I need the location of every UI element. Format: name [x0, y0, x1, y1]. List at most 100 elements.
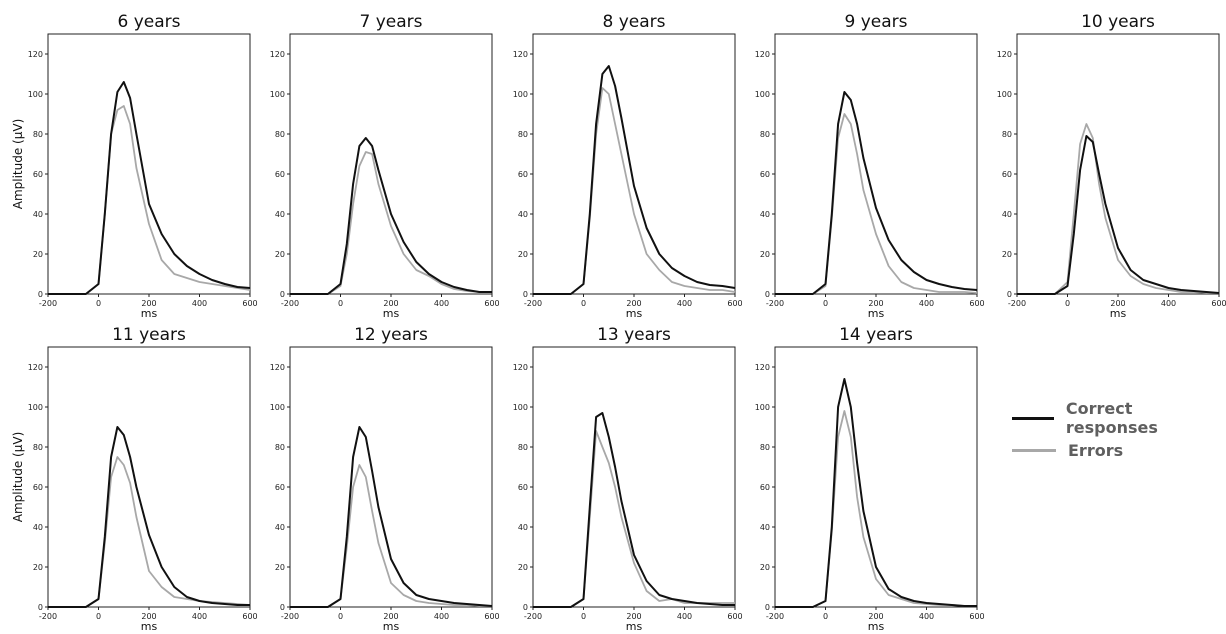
x-tick-label: 0	[1065, 299, 1070, 308]
series-line-errors	[1017, 123, 1219, 295]
y-tick-label: 40	[760, 210, 770, 219]
y-axis-label: Amplitude (μV)	[11, 119, 25, 210]
y-tick-label: 120	[28, 50, 43, 59]
y-tick-label: 20	[33, 250, 43, 259]
x-tick-label: 0	[581, 612, 586, 621]
x-tick-label: 200	[383, 612, 398, 621]
y-tick-label: 100	[513, 90, 528, 99]
x-tick-label: 400	[192, 612, 207, 621]
y-tick-label: 20	[1002, 250, 1012, 259]
series-line-errors	[533, 87, 736, 295]
y-tick-label: 120	[997, 50, 1012, 59]
panel-title: 10 years	[1081, 12, 1155, 32]
y-tick-label: 60	[760, 170, 770, 179]
x-tick-label: 200	[141, 299, 156, 308]
panel-title: 11 years	[112, 325, 186, 345]
series-line-correct	[775, 91, 978, 295]
y-tick-label: 80	[518, 130, 528, 139]
y-tick-label: 60	[518, 170, 528, 179]
plot-frame	[532, 346, 736, 608]
y-tick-label: 60	[33, 170, 43, 179]
legend: Correct responses Errors	[1012, 399, 1222, 466]
y-tick-label: 0	[38, 603, 43, 612]
y-tick-label: 0	[765, 603, 770, 612]
y-tick-label: 0	[523, 603, 528, 612]
y-tick-label: 60	[33, 483, 43, 492]
plot-frame	[47, 33, 251, 295]
y-tick-label: 100	[270, 90, 285, 99]
x-tick-label: 400	[919, 299, 934, 308]
x-tick-label: 600	[242, 299, 257, 308]
x-axis-label: ms	[626, 620, 643, 633]
x-tick-label: 600	[484, 299, 499, 308]
x-tick-label: 200	[141, 612, 156, 621]
x-tick-label: 600	[727, 299, 742, 308]
x-tick-label: 200	[868, 299, 883, 308]
y-tick-label: 20	[518, 563, 528, 572]
series-line-correct	[48, 426, 250, 608]
y-tick-label: 40	[1002, 210, 1012, 219]
panel-title: 13 years	[597, 325, 671, 345]
panel-1: 6 years-200 0 200 400 600020406080100120msAm…	[11, 12, 258, 320]
x-axis-label: ms	[868, 307, 885, 320]
x-tick-label: -200	[766, 612, 784, 621]
x-tick-label: -200	[39, 299, 57, 308]
y-tick-label: 0	[280, 603, 285, 612]
y-tick-label: 100	[997, 90, 1012, 99]
panel-6: 11 years-200 0 200 400 600020406080100120msA…	[11, 325, 258, 633]
y-tick-label: 80	[33, 130, 43, 139]
x-tick-label: 400	[434, 299, 449, 308]
y-tick-label: 100	[513, 403, 528, 412]
y-tick-label: 80	[275, 130, 285, 139]
x-tick-label: 0	[96, 299, 101, 308]
y-tick-label: 120	[270, 50, 285, 59]
legend-swatch-correct	[1012, 416, 1054, 420]
y-tick-label: 120	[28, 363, 43, 372]
x-tick-label: 400	[677, 612, 692, 621]
series-line-errors	[775, 113, 978, 295]
y-tick-label: 20	[760, 250, 770, 259]
series-line-correct	[775, 378, 977, 608]
x-tick-label: 200	[626, 612, 641, 621]
y-tick-label: 40	[33, 523, 43, 532]
y-tick-label: 60	[275, 170, 285, 179]
x-tick-label: 0	[823, 299, 828, 308]
y-tick-label: 80	[1002, 130, 1012, 139]
y-tick-label: 60	[518, 483, 528, 492]
series-line-correct	[290, 426, 493, 608]
y-tick-label: 0	[38, 290, 43, 299]
x-axis-label: ms	[868, 620, 885, 633]
series-line-errors	[533, 430, 735, 608]
x-tick-label: 600	[242, 612, 257, 621]
x-tick-label: 600	[727, 612, 742, 621]
x-axis-label: ms	[141, 620, 158, 633]
series-line-correct	[1017, 135, 1220, 295]
series-line-correct	[48, 81, 251, 295]
y-tick-label: 0	[765, 290, 770, 299]
x-axis-label: ms	[141, 307, 158, 320]
plot-frame	[532, 33, 736, 295]
y-tick-label: 80	[760, 443, 770, 452]
x-tick-label: 600	[969, 299, 984, 308]
plot-frame	[289, 33, 493, 295]
y-tick-label: 100	[270, 403, 285, 412]
y-tick-label: 20	[275, 250, 285, 259]
x-tick-label: -200	[524, 612, 542, 621]
panel-title: 7 years	[359, 12, 422, 32]
y-tick-label: 40	[275, 523, 285, 532]
series-line-correct	[533, 65, 736, 295]
x-tick-label: 400	[434, 612, 449, 621]
y-tick-label: 40	[518, 210, 528, 219]
legend-item-errors: Errors	[1012, 434, 1222, 466]
plot-frame	[774, 33, 978, 295]
x-tick-label: 400	[919, 612, 934, 621]
y-tick-label: 20	[518, 250, 528, 259]
y-tick-label: 0	[1007, 290, 1012, 299]
y-tick-label: 60	[1002, 170, 1012, 179]
